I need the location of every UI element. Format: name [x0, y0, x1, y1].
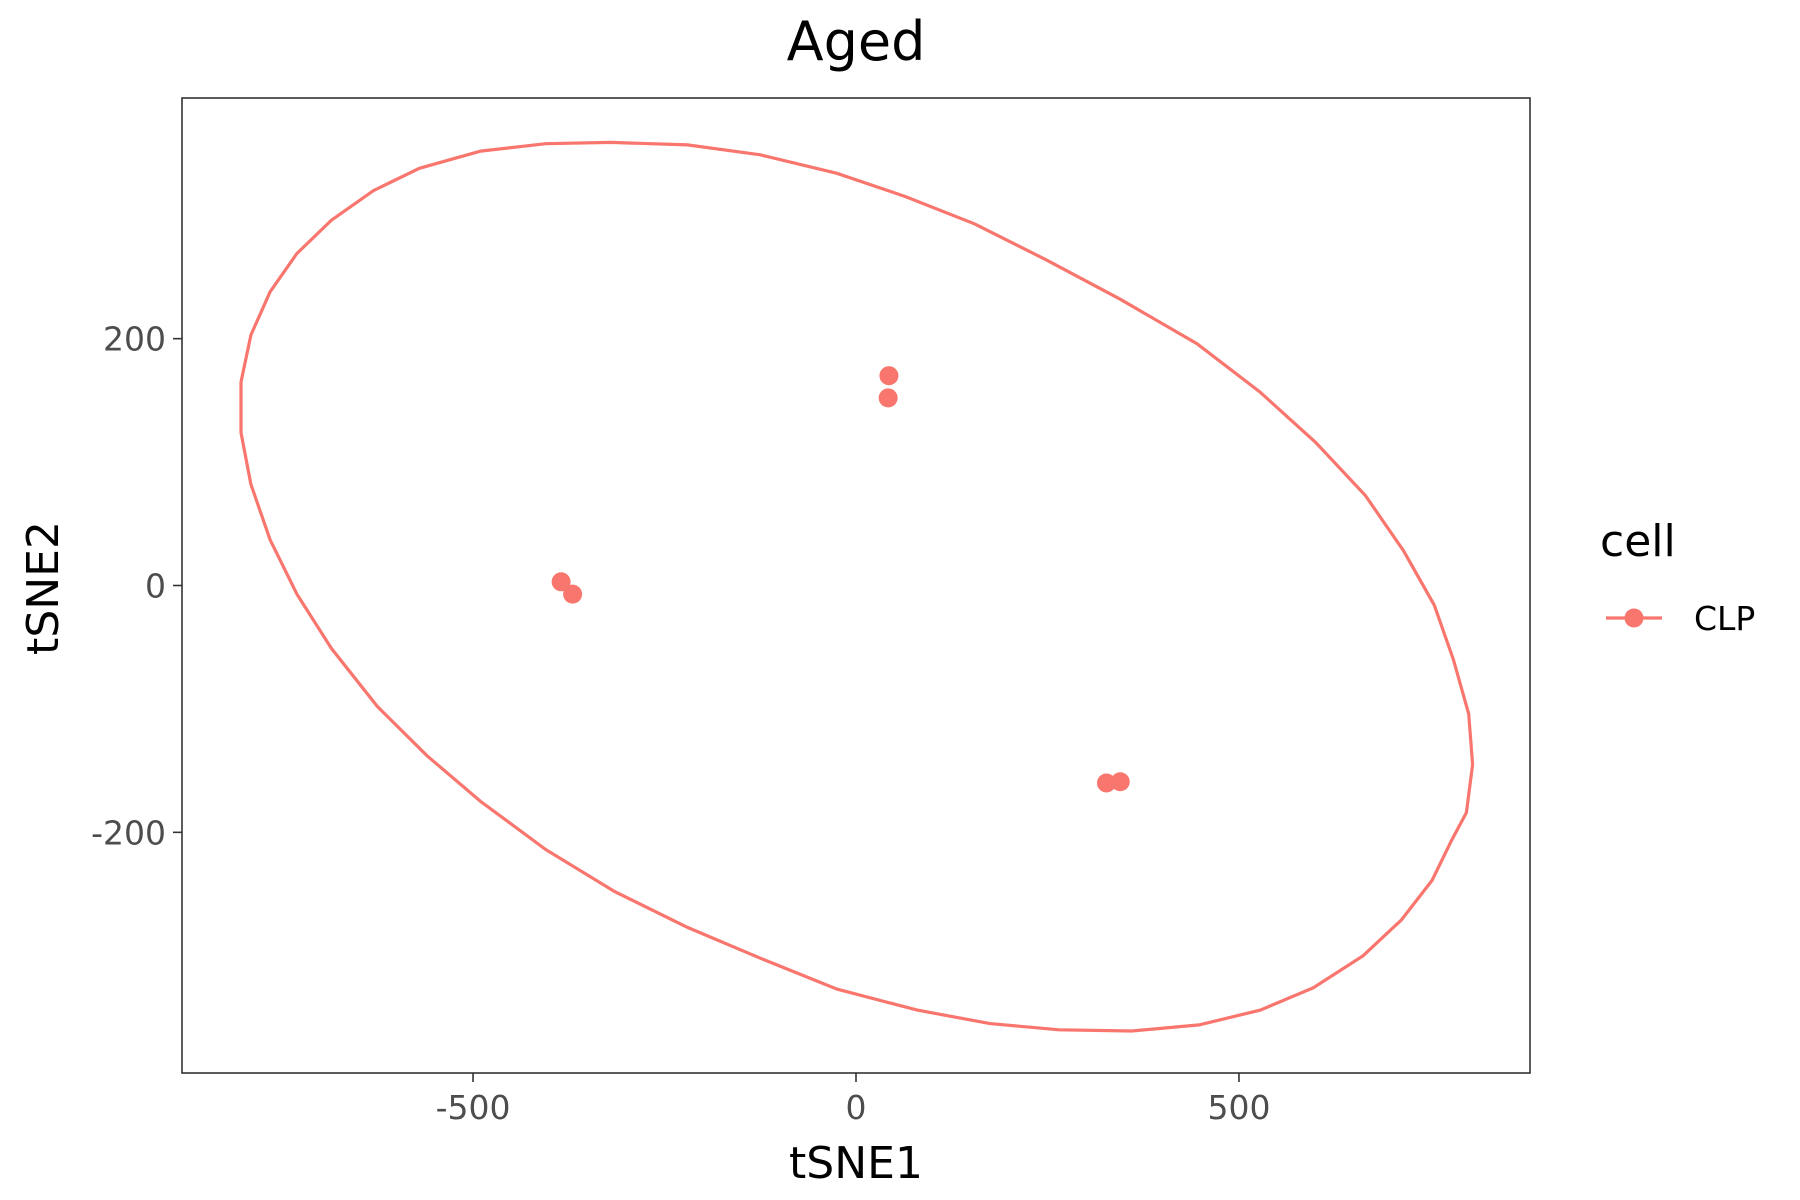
y-axis-title: tSNE2 [18, 521, 69, 655]
data-point [1096, 773, 1116, 793]
y-tick-label: 0 [145, 567, 166, 606]
chart-title: Aged [787, 10, 926, 73]
data-point [878, 388, 898, 408]
x-tick-label: 0 [846, 1088, 867, 1127]
data-point [1110, 772, 1130, 792]
legend-title: cell [1600, 516, 1676, 567]
legend-key-point [1624, 608, 1644, 628]
legend: cell CLP [1600, 516, 1755, 638]
y-tick-label: 200 [103, 320, 166, 359]
x-axis-title: tSNE1 [789, 1138, 923, 1189]
data-point [551, 572, 571, 592]
panel-border [181, 97, 1531, 1074]
y-tick-label: -200 [91, 813, 166, 852]
x-tick-label: 500 [1207, 1088, 1270, 1127]
data-point [879, 366, 899, 386]
confidence-ellipse [239, 140, 1475, 1033]
legend-label: CLP [1694, 599, 1755, 638]
x-tick-label: -500 [436, 1088, 511, 1127]
plot-area: -500 0 500 -200 0 200 [91, 97, 1531, 1127]
data-point [563, 584, 583, 604]
legend-entries: CLP [1606, 599, 1755, 638]
